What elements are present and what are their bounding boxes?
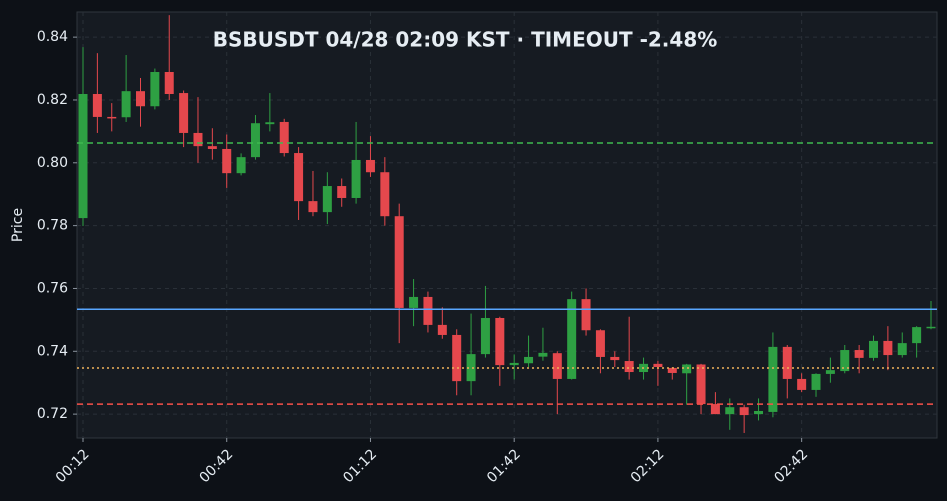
candle-body [179, 93, 189, 133]
candle-body [322, 186, 332, 213]
candle-body [279, 121, 289, 154]
candle-body [135, 91, 145, 107]
y-tick-label: 0.72 [37, 406, 68, 422]
y-axis-label: Price [10, 208, 26, 242]
candle-body [207, 146, 217, 149]
candle-body [854, 350, 864, 358]
candle-body [92, 93, 102, 117]
candle-body [222, 148, 232, 174]
candle-body [825, 370, 835, 374]
candle-body [912, 327, 922, 344]
candle-body [150, 72, 160, 107]
y-tick-label: 0.84 [37, 29, 68, 45]
y-tick-label: 0.82 [37, 92, 68, 108]
candle-body [351, 159, 361, 198]
candle-body [164, 72, 174, 94]
plot-layer [77, 12, 937, 438]
candle-body [696, 364, 706, 405]
candle-body [610, 356, 620, 361]
candle-body [394, 216, 404, 308]
candle-body [754, 410, 764, 415]
candle-body [653, 363, 663, 367]
y-tick-label: 0.74 [37, 343, 68, 359]
candle-body [883, 340, 893, 356]
y-tick-label: 0.76 [37, 280, 68, 296]
candle-body [236, 157, 246, 174]
candle-body [365, 159, 375, 173]
candle-body [466, 354, 476, 382]
candle-body [337, 186, 347, 198]
candle-body [452, 334, 462, 382]
candle-body [509, 362, 519, 366]
candle-body [308, 201, 318, 213]
y-tick-label: 0.78 [37, 218, 68, 234]
candle-body [250, 123, 260, 158]
candle-body [409, 296, 419, 308]
plot-area [76, 11, 938, 439]
candle-body [294, 153, 304, 202]
candle-body [897, 343, 907, 356]
candle-body [265, 122, 275, 125]
candle-body [768, 346, 778, 412]
candle-body [121, 91, 131, 118]
candle-body [667, 367, 677, 373]
candle-body [552, 353, 562, 379]
candle-body [380, 172, 390, 217]
candle-body [710, 404, 720, 415]
candle-body [595, 330, 605, 357]
candle-body [524, 356, 534, 364]
candle-body [797, 378, 807, 390]
candle-body [107, 116, 117, 119]
candle-body [495, 317, 505, 366]
candle-body [840, 350, 850, 372]
candle-body [869, 340, 879, 358]
candle-body [682, 364, 692, 374]
y-tick-label: 0.80 [37, 155, 68, 171]
candle-body [926, 326, 936, 329]
candle-body [480, 317, 490, 355]
candle-body [567, 299, 577, 379]
candle-body [193, 132, 203, 147]
candle-body [423, 296, 433, 325]
candle-body [725, 407, 735, 415]
candle-body [782, 346, 792, 379]
candle-body [437, 324, 447, 335]
candle-body [624, 361, 634, 373]
chart-title: BSBUSDT 04/28 02:09 KST · TIMEOUT -2.48% [213, 28, 718, 52]
candle-body [78, 93, 88, 219]
candle-body [581, 299, 591, 331]
candle-body [811, 373, 821, 390]
candle-body [739, 407, 749, 416]
candle-body [538, 352, 548, 357]
